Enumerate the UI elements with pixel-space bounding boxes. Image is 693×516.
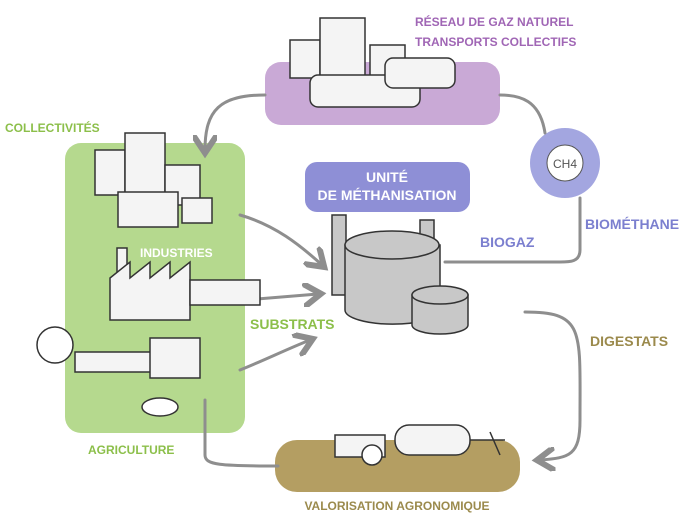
flow-label: BIOGAZ: [480, 234, 535, 250]
source-label: COLLECTIVITÉS: [5, 120, 100, 135]
network-label: RÉSEAU DE GAZ NATUREL: [415, 14, 573, 29]
gas-label: CH4: [553, 157, 577, 171]
source-label: INDUSTRIES: [140, 246, 213, 260]
flow-label: SUBSTRATS: [250, 316, 335, 332]
flow-label: BIOMÉTHANE: [585, 216, 679, 232]
network-label: TRANSPORTS COLLECTIFS: [415, 35, 576, 49]
source-label: AGRICULTURE: [88, 443, 174, 457]
flow-label: DIGESTATS: [590, 333, 668, 349]
digester: [332, 215, 468, 334]
unit-label: DE MÉTHANISATION: [318, 187, 457, 203]
unit-label: UNITÉ: [366, 169, 408, 185]
output-label: VALORISATION AGRONOMIQUE: [304, 499, 489, 513]
diagram: RÉSEAU DE GAZ NATUREL TRANSPORTS COLLECT…: [0, 0, 693, 516]
